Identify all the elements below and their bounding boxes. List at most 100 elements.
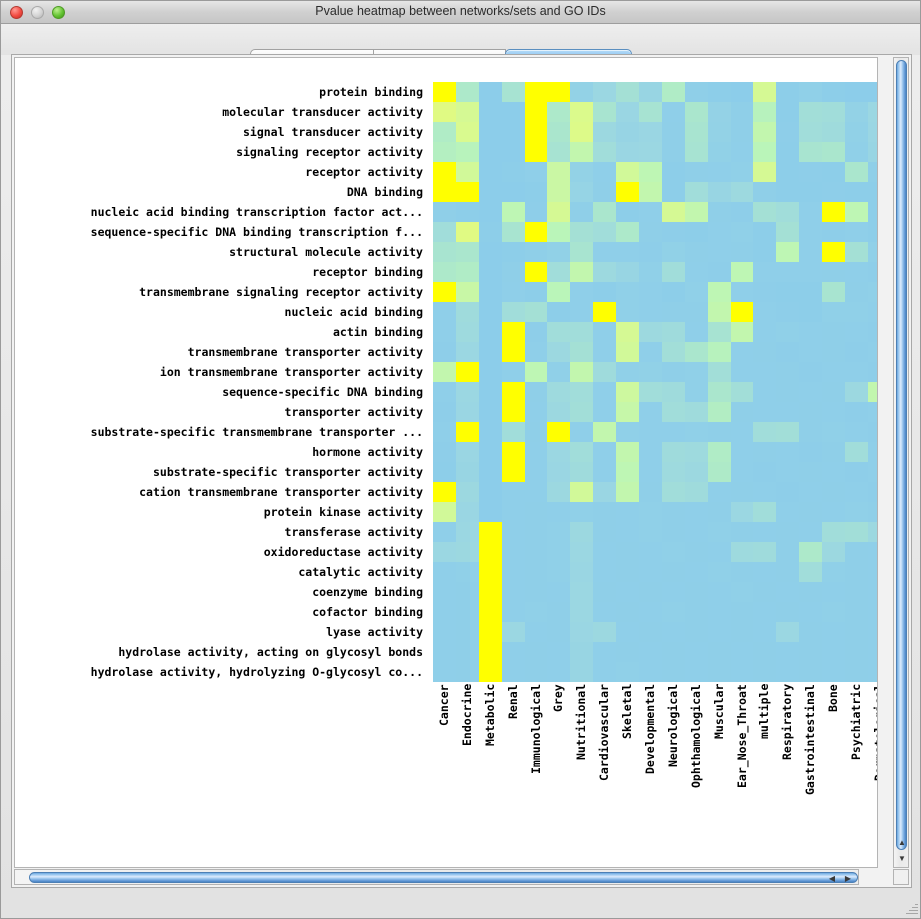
heatmap-cell[interactable] [822,462,846,482]
heatmap-cell[interactable] [570,102,594,122]
heatmap-cell[interactable] [593,362,617,382]
heatmap-cell[interactable] [822,662,846,682]
heatmap-cell[interactable] [570,562,594,582]
heatmap-cell[interactable] [501,142,525,162]
heatmap-cell[interactable] [753,182,777,202]
heatmap-cell[interactable] [547,342,571,362]
heatmap-cell[interactable] [753,362,777,382]
heatmap-cell[interactable] [616,622,640,642]
heatmap-cell[interactable] [707,502,731,522]
heatmap-cell[interactable] [547,82,571,102]
heatmap-cell[interactable] [845,142,868,162]
heatmap-cell[interactable] [570,142,594,162]
heatmap-cell[interactable] [776,482,800,502]
heatmap-cell[interactable] [753,282,777,302]
heatmap-cell[interactable] [822,322,846,342]
heatmap-cell[interactable] [684,622,708,642]
heatmap-cell[interactable] [867,222,877,242]
heatmap-cell[interactable] [501,82,525,102]
heatmap-cell[interactable] [707,362,731,382]
heatmap-cell[interactable] [639,142,662,162]
heatmap-cell[interactable] [570,82,594,102]
heatmap-cell[interactable] [639,502,662,522]
heatmap-cell[interactable] [455,342,479,362]
heatmap-cell[interactable] [776,142,800,162]
heatmap-cell[interactable] [570,582,594,602]
heatmap-cell[interactable] [753,262,777,282]
heatmap-cell[interactable] [639,642,662,662]
heatmap-cell[interactable] [616,202,640,222]
heatmap-cell[interactable] [845,442,868,462]
heatmap-cell[interactable] [570,642,594,662]
heatmap-cell[interactable] [845,222,868,242]
heatmap-cell[interactable] [593,162,617,182]
heatmap-cell[interactable] [822,262,846,282]
heatmap-cell[interactable] [433,442,456,462]
heatmap-cell[interactable] [570,522,594,542]
heatmap-cell[interactable] [478,362,502,382]
heatmap-cell[interactable] [776,182,800,202]
heatmap-cell[interactable] [730,542,754,562]
heatmap-cell[interactable] [478,162,502,182]
heatmap-cell[interactable] [822,602,846,622]
heatmap-cell[interactable] [639,82,662,102]
heatmap-cell[interactable] [501,242,525,262]
heatmap-cell[interactable] [753,402,777,422]
heatmap-cell[interactable] [524,562,548,582]
heatmap-cell[interactable] [616,422,640,442]
heatmap-cell[interactable] [524,262,548,282]
heatmap-cell[interactable] [799,382,823,402]
heatmap-cell[interactable] [547,262,571,282]
heatmap-cell[interactable] [639,622,662,642]
heatmap-cell[interactable] [707,602,731,622]
heatmap-cell[interactable] [433,182,456,202]
heatmap-cell[interactable] [684,302,708,322]
heatmap-cell[interactable] [593,242,617,262]
heatmap-cell[interactable] [547,542,571,562]
close-window-button[interactable] [10,6,23,19]
heatmap-cell[interactable] [822,142,846,162]
heatmap-cell[interactable] [616,522,640,542]
heatmap-cell[interactable] [661,182,685,202]
heatmap-cell[interactable] [547,642,571,662]
heatmap-cell[interactable] [478,322,502,342]
heatmap-cell[interactable] [822,562,846,582]
heatmap-cell[interactable] [524,422,548,442]
heatmap-cell[interactable] [799,162,823,182]
heatmap-cell[interactable] [845,662,868,682]
heatmap-cell[interactable] [776,322,800,342]
heatmap-cell[interactable] [845,382,868,402]
heatmap-cell[interactable] [730,222,754,242]
heatmap-cell[interactable] [478,282,502,302]
heatmap-cell[interactable] [845,282,868,302]
heatmap-cell[interactable] [822,102,846,122]
heatmap-cell[interactable] [501,382,525,402]
heatmap-cell[interactable] [524,102,548,122]
heatmap-cell[interactable] [616,402,640,422]
heatmap-cell[interactable] [845,162,868,182]
heatmap-cell[interactable] [593,302,617,322]
heatmap-cell[interactable] [822,202,846,222]
heatmap-cell[interactable] [730,482,754,502]
heatmap-cell[interactable] [639,122,662,142]
heatmap-cell[interactable] [547,402,571,422]
heatmap-cell[interactable] [707,142,731,162]
heatmap-cell[interactable] [730,322,754,342]
heatmap-cell[interactable] [799,302,823,322]
heatmap-cell[interactable] [501,102,525,122]
heatmap-cell[interactable] [570,242,594,262]
heatmap-cell[interactable] [684,582,708,602]
heatmap-cell[interactable] [524,202,548,222]
heatmap-cell[interactable] [570,402,594,422]
heatmap-cell[interactable] [799,322,823,342]
heatmap-cell[interactable] [661,522,685,542]
heatmap-cell[interactable] [822,82,846,102]
heatmap-cell[interactable] [478,422,502,442]
heatmap-cell[interactable] [684,282,708,302]
heatmap-cell[interactable] [593,262,617,282]
heatmap-cell[interactable] [822,342,846,362]
heatmap-cell[interactable] [501,542,525,562]
heatmap-cell[interactable] [639,362,662,382]
heatmap-cell[interactable] [730,562,754,582]
heatmap-cell[interactable] [593,602,617,622]
